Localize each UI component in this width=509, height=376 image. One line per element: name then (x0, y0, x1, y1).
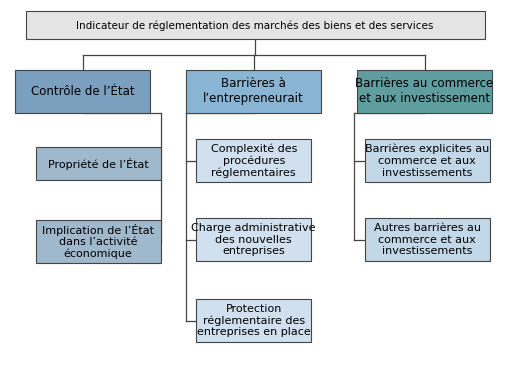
FancyBboxPatch shape (356, 70, 491, 113)
FancyBboxPatch shape (186, 70, 321, 113)
Text: Protection
réglementaire des
entreprises en place: Protection réglementaire des entreprises… (196, 304, 310, 337)
FancyBboxPatch shape (196, 299, 310, 342)
Text: Complexité des
procédures
réglementaires: Complexité des procédures réglementaires (210, 143, 296, 178)
Text: Barrières explicites au
commerce et aux
investissements: Barrières explicites au commerce et aux … (364, 144, 488, 177)
Text: Autres barrières au
commerce et aux
investissements: Autres barrières au commerce et aux inve… (373, 223, 479, 256)
Text: Indicateur de réglementation des marchés des biens et des services: Indicateur de réglementation des marchés… (76, 20, 433, 30)
FancyBboxPatch shape (36, 147, 160, 180)
FancyBboxPatch shape (196, 218, 310, 261)
Text: Charge administrative
des nouvelles
entreprises: Charge administrative des nouvelles entr… (191, 223, 316, 256)
FancyBboxPatch shape (15, 70, 150, 113)
FancyBboxPatch shape (36, 220, 160, 263)
FancyBboxPatch shape (364, 139, 489, 182)
Text: Contrôle de l’État: Contrôle de l’État (31, 85, 134, 98)
Text: Barrières au commerce
et aux investissement: Barrières au commerce et aux investissem… (355, 77, 493, 105)
FancyBboxPatch shape (196, 139, 310, 182)
FancyBboxPatch shape (25, 11, 484, 39)
Text: Propriété de l’État: Propriété de l’État (48, 158, 148, 170)
Text: Barrières à
l’entrepreneurait: Barrières à l’entrepreneurait (203, 77, 303, 105)
Text: Implication de l’État
dans l’activité
économique: Implication de l’État dans l’activité éc… (42, 224, 154, 259)
FancyBboxPatch shape (364, 218, 489, 261)
